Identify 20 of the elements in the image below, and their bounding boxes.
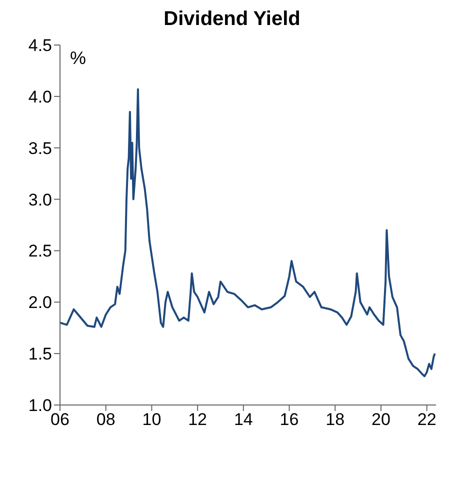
y-tick-label: 4.0 xyxy=(28,87,52,106)
x-tick-label: 18 xyxy=(326,410,345,430)
y-tick-label: 4.5 xyxy=(28,36,52,56)
y-tick-label: 1.5 xyxy=(28,344,52,364)
line-series xyxy=(60,88,436,378)
x-tick-label: 22 xyxy=(417,410,436,430)
x-tick-label: 14 xyxy=(234,410,253,430)
y-tick-label: 3.0 xyxy=(28,190,52,210)
y-tick-label: 1.0 xyxy=(28,396,52,416)
x-tick-label: 10 xyxy=(142,410,162,430)
x-tick-label: 06 xyxy=(50,410,70,430)
x-tick-label: 08 xyxy=(96,410,116,430)
x-tick-label: 12 xyxy=(188,410,208,430)
y-tick-label: 2.0 xyxy=(28,293,52,312)
y-tick-label: 3.5 xyxy=(28,138,52,158)
x-tick-label: 20 xyxy=(372,410,390,430)
y-tick-label: 2.5 xyxy=(28,242,52,261)
chart-title: Dividend Yield xyxy=(162,8,302,31)
y-axis-title: % xyxy=(70,48,86,69)
x-tick-label: 16 xyxy=(280,410,299,430)
